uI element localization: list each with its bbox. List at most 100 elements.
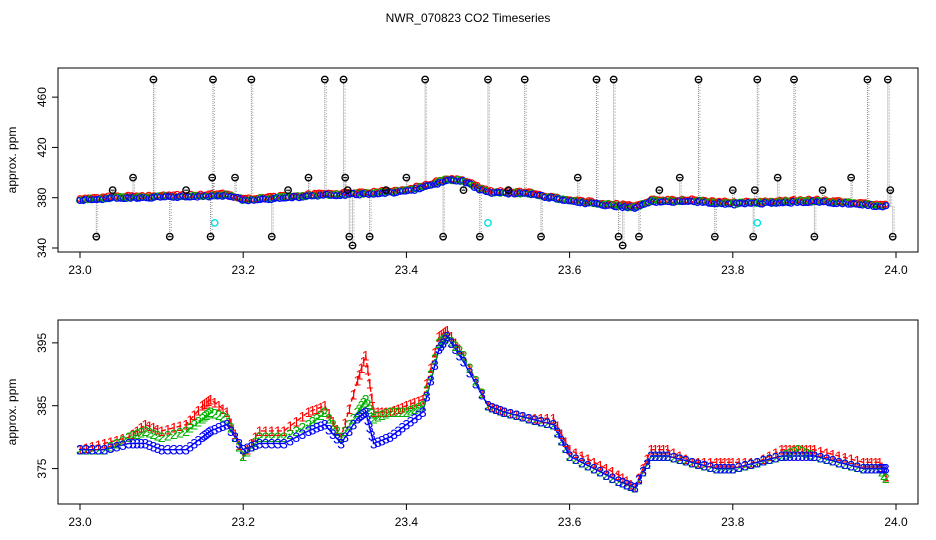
series-mark: 2 xyxy=(141,423,149,439)
series-mark: 3 xyxy=(623,476,631,492)
series-mark: 1 xyxy=(519,409,527,425)
series-mark: 3 xyxy=(460,354,468,370)
series-mark: 1 xyxy=(419,391,427,407)
series-mark: 3 xyxy=(407,413,415,429)
series-mark: 3 xyxy=(553,424,561,440)
series-mark: 2 xyxy=(337,429,345,445)
series-mark: 3 xyxy=(802,448,810,464)
series-mark: 2 xyxy=(227,420,235,436)
series-mark: 1 xyxy=(456,341,464,357)
series-mark: 2 xyxy=(205,406,213,422)
series-mark: 1 xyxy=(721,454,729,470)
series-mark: 3 xyxy=(325,421,333,437)
series-mark: 1 xyxy=(345,401,353,417)
series-mark: 3 xyxy=(721,461,729,477)
series-mark: 3 xyxy=(305,423,313,439)
series-mark: 2 xyxy=(82,442,90,458)
series-mark: 3 xyxy=(735,459,743,475)
series-mark: 1 xyxy=(772,445,780,461)
series-mark: 3 xyxy=(443,329,451,345)
series-mark: 3 xyxy=(786,448,794,464)
series-mark: 3 xyxy=(676,451,684,467)
series-mark: 2 xyxy=(76,442,84,458)
series-mark: 3 xyxy=(194,432,202,448)
series-mark: 1 xyxy=(635,470,643,486)
series-mark: 3 xyxy=(219,418,227,434)
series-mark: 1 xyxy=(247,435,255,451)
series-mark: 2 xyxy=(525,410,533,426)
series-mark: 1 xyxy=(170,420,178,436)
series-mark: 2 xyxy=(390,404,398,420)
series-mark: 2 xyxy=(859,461,867,477)
series-mark: 2 xyxy=(829,453,837,469)
series-mark: 1 xyxy=(778,442,786,458)
series-mark: 3 xyxy=(635,472,643,488)
series-mark: 3 xyxy=(423,388,431,404)
series-mark: 3 xyxy=(141,435,149,451)
series-mark: 2 xyxy=(566,448,574,464)
series-mark: 3 xyxy=(341,429,349,445)
series-mark: 1 xyxy=(211,395,219,411)
series-mark: 3 xyxy=(543,415,551,431)
series-mark: 3 xyxy=(415,407,423,423)
series-mark: 1 xyxy=(219,401,227,417)
series-mark: 1 xyxy=(447,329,455,345)
series-mark: 3 xyxy=(386,429,394,445)
raw-ppm-panel: 23.0 23.2 23.4 23.6 23.8 24.0 340 380 420 460 ap… xyxy=(5,67,919,277)
series-mark: 1 xyxy=(243,442,251,458)
series-mark: 2 xyxy=(341,423,349,439)
series-mark: 2 xyxy=(321,404,329,420)
series-mark: 3 xyxy=(500,404,508,420)
spike-point xyxy=(635,232,643,241)
series-mark: 2 xyxy=(370,410,378,426)
series-mark: 3 xyxy=(853,459,861,475)
series-mark: 1 xyxy=(386,404,394,420)
series-mark: 3 xyxy=(488,399,496,415)
spike-point xyxy=(749,232,758,241)
series-mark: 3 xyxy=(790,448,798,464)
series-mark: 1 xyxy=(403,398,411,414)
series-mark: 1 xyxy=(182,417,190,433)
series-mark: 2 xyxy=(394,404,402,420)
series-mark: 3 xyxy=(374,434,382,450)
series-mark: 3 xyxy=(706,459,714,475)
series-mark: 1 xyxy=(531,410,539,426)
series-mark: 1 xyxy=(615,467,623,483)
x-tick-label: 23.8 xyxy=(721,263,745,277)
series-mark: 3 xyxy=(766,451,774,467)
series-mark: 2 xyxy=(280,429,288,445)
series-mark: 1 xyxy=(215,398,223,414)
series-mark: 2 xyxy=(358,398,366,414)
series-mark: 1 xyxy=(823,445,831,461)
series-mark: 1 xyxy=(478,385,486,401)
series-mark: 3 xyxy=(798,448,806,464)
series-mark: 1 xyxy=(847,451,855,467)
series-mark: 2 xyxy=(305,417,313,433)
spike-point xyxy=(206,232,215,241)
series-mark: 3 xyxy=(129,435,137,451)
series-mark: 2 xyxy=(664,448,672,464)
series-mark: 3 xyxy=(602,467,610,483)
series-mark: 3 xyxy=(484,398,492,414)
series-mark: 1 xyxy=(205,393,213,409)
series-mark: 2 xyxy=(627,478,635,494)
series-mark: 1 xyxy=(811,442,819,458)
x-tick-label: 24.0 xyxy=(884,263,908,277)
series-mark: 1 xyxy=(176,418,184,434)
series-mark: 3 xyxy=(664,448,672,464)
series-mark: 2 xyxy=(864,461,872,477)
series-mark: 2 xyxy=(543,415,551,431)
series-mark: 2 xyxy=(472,373,480,389)
series-mark: 2 xyxy=(447,333,455,349)
series-mark: 1 xyxy=(286,418,294,434)
series-mark: 2 xyxy=(219,409,227,425)
series-mark: 2 xyxy=(460,347,468,363)
series-mark: 3 xyxy=(806,448,814,464)
series-mark: 2 xyxy=(806,446,814,462)
series-mark: 3 xyxy=(182,442,190,458)
series-mark: 1 xyxy=(150,420,158,436)
series-mark: 1 xyxy=(566,442,574,458)
series-line xyxy=(79,329,889,489)
series-mark: 3 xyxy=(441,332,449,348)
series-mark: 1 xyxy=(507,406,515,422)
